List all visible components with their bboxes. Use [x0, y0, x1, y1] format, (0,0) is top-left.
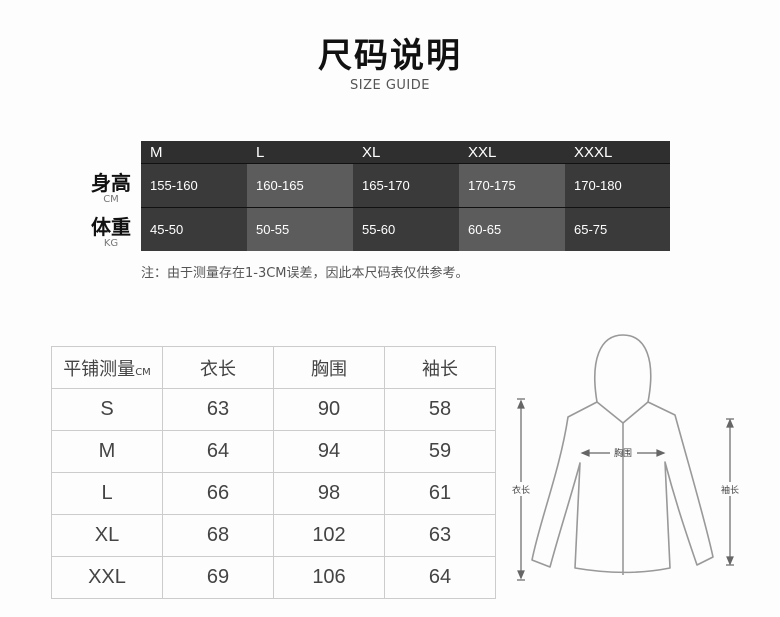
size-value-cell: 165-170: [353, 164, 459, 208]
hood-outline: [594, 334, 652, 403]
size-value-cell: 65-75: [565, 208, 670, 251]
measurement-cell: 102: [273, 514, 385, 557]
measurement-cell: 90: [273, 388, 385, 431]
table-row: L 66 98 61: [51, 472, 496, 515]
measurement-cell: 69: [162, 556, 274, 599]
size-value-cell: 170-175: [459, 164, 565, 208]
measurement-cell: 94: [273, 430, 385, 473]
measurement-cell: 106: [273, 556, 385, 599]
weight-unit: KG: [103, 238, 119, 249]
size-cell: XL: [51, 514, 163, 557]
page-title: 尺码说明: [318, 36, 462, 76]
table-row: XXL 69 106 64: [51, 556, 496, 599]
corner-label: 平铺测量: [63, 358, 136, 380]
measurement-cell: 64: [162, 430, 274, 473]
chest-label: 胸围: [614, 447, 632, 459]
table-row: S 63 90 58: [51, 388, 496, 431]
sleeve-label: 袖长: [721, 484, 739, 496]
size-table: M L XL XXL XXXL 155-160 160-165 165-170 170-175 1…: [141, 141, 670, 251]
measurement-cell: 66: [162, 472, 274, 515]
row-label-height: 身高 CM: [86, 172, 136, 206]
size-value-cell: 160-165: [247, 164, 353, 208]
jacket-body-outline: [531, 401, 714, 574]
size-value-cell: 45-50: [141, 208, 247, 251]
size-value-cell: 155-160: [141, 164, 247, 208]
measurement-cell: 64: [384, 556, 496, 599]
row-label-weight: 体重 KG: [86, 216, 136, 250]
measurement-table: 平铺测量CM 衣长 胸围 袖长 S 63 90 58 M 64 94 59 L 66 98 61 XL 6…: [51, 346, 496, 599]
collar-outline: [596, 401, 649, 424]
size-value-cell: 60-65: [459, 208, 565, 251]
size-header-cell: XL: [353, 141, 459, 164]
page-subtitle: SIZE GUIDE: [350, 78, 430, 93]
table-row: M 64 94 59: [51, 430, 496, 473]
size-header-cell: M: [141, 141, 247, 164]
size-header-cell: XXL: [459, 141, 565, 164]
measurement-cell: 98: [273, 472, 385, 515]
weight-label: 体重: [91, 215, 131, 239]
corner-cell: 平铺测量CM: [51, 346, 163, 389]
height-label: 身高: [91, 171, 131, 195]
measurement-cell: 58: [384, 388, 496, 431]
size-note: 注：由于测量存在1-3CM误差，因此本尺码表仅供参考。: [141, 266, 469, 281]
measurement-cell: 63: [384, 514, 496, 557]
corner-unit: CM: [135, 366, 151, 378]
measurement-cell: 59: [384, 430, 496, 473]
size-header-cell: L: [247, 141, 353, 164]
size-cell: XXL: [51, 556, 163, 599]
size-value-cell: 55-60: [353, 208, 459, 251]
size-value-cell: 50-55: [247, 208, 353, 251]
measurement-cell: 63: [162, 388, 274, 431]
size-header-cell: XXXL: [565, 141, 670, 164]
size-cell: S: [51, 388, 163, 431]
size-value-cell: 170-180: [565, 164, 670, 208]
length-label: 衣长: [512, 484, 530, 496]
height-unit: CM: [103, 194, 119, 205]
size-cell: M: [51, 430, 163, 473]
